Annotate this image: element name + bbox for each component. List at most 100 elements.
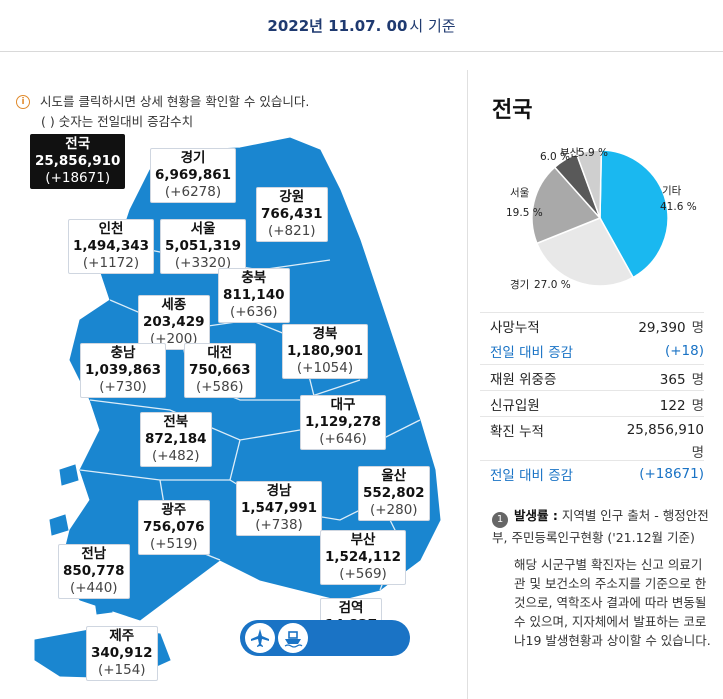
pie-pct: 27.0 % <box>534 279 571 291</box>
right-title: 전국 <box>492 98 533 123</box>
region-change: (+1172) <box>82 255 140 271</box>
confirmed-change-row: 전일 대비 증감 (+18671) <box>480 460 704 486</box>
pie-slice <box>535 217 635 287</box>
region-label[interactable]: 울산 552,802 (+280) <box>358 466 430 521</box>
pie-pct: 6.0 % <box>540 151 570 163</box>
region-label[interactable]: 인천 1,494,343 (+1172) <box>68 219 155 274</box>
region-value: 811,140 <box>223 287 285 303</box>
death-change-row: 전일 대비 증감 (+18) <box>490 343 704 361</box>
pie-pct: 41.6 % <box>660 201 697 213</box>
region-name: 제주 <box>109 628 135 644</box>
region-label[interactable]: 전국 25,856,910 (+18671) <box>30 134 126 189</box>
region-label[interactable]: 세종 203,429 (+200) <box>138 295 210 350</box>
region-label[interactable]: 제주 340,912 (+154) <box>86 626 158 681</box>
region-name: 세종 <box>161 297 187 313</box>
region-label[interactable]: 광주 756,076 (+519) <box>138 500 210 555</box>
region-change: (+646) <box>319 431 367 447</box>
region-label[interactable]: 경북 1,180,901 (+1054) <box>282 324 369 379</box>
region-name: 경북 <box>312 326 338 342</box>
airplane-icon[interactable] <box>245 623 275 653</box>
pie-label: 경기 <box>510 278 529 291</box>
travel-buttons <box>240 620 410 656</box>
region-label[interactable]: 대전 750,663 (+586) <box>184 343 256 398</box>
new-admission-row: 신규입원 122 명 <box>480 390 704 416</box>
pie-label: 서울 <box>510 187 530 199</box>
region-value: 1,547,991 <box>241 500 318 516</box>
region-label[interactable]: 경남 1,547,991 (+738) <box>236 481 323 536</box>
pie-slice <box>531 166 602 245</box>
region-value: 1,039,863 <box>85 362 162 378</box>
ship-icon[interactable] <box>278 623 308 653</box>
region-name: 경기 <box>180 150 206 166</box>
region-value: 6,969,861 <box>155 167 232 183</box>
region-label[interactable]: 충남 1,039,863 (+730) <box>80 343 167 398</box>
region-name: 울산 <box>381 468 407 484</box>
region-change: (+569) <box>339 566 387 582</box>
region-change: (+280) <box>369 502 418 518</box>
region-change: (+636) <box>229 304 278 320</box>
region-label[interactable]: 부산 1,524,112 (+569) <box>320 530 407 585</box>
region-change: (+3320) <box>174 255 232 271</box>
region-value: 766,431 <box>261 206 323 222</box>
death-row: 사망누적 29,390 명 <box>480 312 704 338</box>
region-label[interactable]: 서울 5,051,319 (+3320) <box>160 219 247 274</box>
region-change: (+586) <box>195 379 244 395</box>
region-change: (+730) <box>99 379 147 395</box>
region-value: 1,494,343 <box>73 238 150 254</box>
region-change: (+6278) <box>164 184 222 200</box>
info-line1: 시도를 클릭하시면 상세 현황을 확인할 수 있습니다. <box>40 94 310 109</box>
region-label[interactable]: 충북 811,140 (+636) <box>218 268 290 323</box>
region-name: 충북 <box>241 270 267 286</box>
note-panel: 1 발생률 : 지역별 인구 출처 - 행정안전부, 주민등록인구현황 ('21.… <box>492 506 712 650</box>
region-value: 850,778 <box>63 563 125 579</box>
region-label[interactable]: 대구 1,129,278 (+646) <box>300 395 387 450</box>
pie-label: 기타 <box>662 185 682 197</box>
region-value: 203,429 <box>143 314 205 330</box>
region-value: 552,802 <box>363 485 425 501</box>
region-change: (+1054) <box>296 360 354 376</box>
pie-pct: 5.9 % <box>578 147 608 159</box>
region-name: 전북 <box>163 414 189 430</box>
region-label[interactable]: 전남 850,778 (+440) <box>58 544 130 599</box>
region-value: 1,524,112 <box>325 549 402 565</box>
region-change: (+18671) <box>45 170 111 186</box>
note-text: 지역별 인구 출처 - 행정안전부, 주민등록인구현황 ('21.12월 기준) <box>492 508 709 545</box>
region-name: 대구 <box>330 397 356 413</box>
region-value: 1,129,278 <box>305 414 382 430</box>
info-line2: ( ) 숫자는 전일대비 증감수치 <box>41 114 194 129</box>
region-label[interactable]: 경기 6,969,861 (+6278) <box>150 148 237 203</box>
confirmed-row: 확진 누적 25,856,910 <box>480 416 704 442</box>
region-change: (+154) <box>97 662 146 678</box>
note-number: 1 <box>492 511 508 528</box>
info-icon: i <box>16 95 30 109</box>
region-change: (+738) <box>255 517 303 533</box>
region-name: 검역 <box>338 600 364 616</box>
note-paragraph: 해당 시군구별 확진자는 신고 의료기관 및 보건소의 주소지를 기준으로 한 … <box>514 556 711 648</box>
region-change: (+440) <box>69 580 118 596</box>
region-name: 전남 <box>81 546 107 562</box>
severe-row: 재원 위중증 365 명 <box>480 364 704 390</box>
info-panel: i 시도를 클릭하시면 상세 현황을 확인할 수 있습니다. ( ) 숫자는 전일… <box>16 92 309 132</box>
confirmed-unit-row: 명 <box>691 445 704 461</box>
region-name: 대전 <box>207 345 233 361</box>
pie-label: 부산 <box>560 147 580 159</box>
pie-slice <box>575 149 603 219</box>
region-name: 광주 <box>161 502 187 518</box>
pie-pct: 19.5 % <box>506 207 543 219</box>
page-header: 2022년 11.07. 00 시 기준 <box>0 0 723 52</box>
region-label[interactable]: 강원 766,431 (+821) <box>256 187 328 242</box>
pie-slice <box>599 149 669 279</box>
region-value: 340,912 <box>91 645 153 661</box>
header-date: 2022년 11.07. 00 <box>267 17 408 35</box>
region-label[interactable]: 전북 872,184 (+482) <box>140 412 212 467</box>
region-value: 756,076 <box>143 519 205 535</box>
region-name: 충남 <box>110 345 136 361</box>
region-change: (+482) <box>151 448 200 464</box>
note-title: 발생률 : <box>514 508 558 523</box>
region-value: 5,051,319 <box>165 238 242 254</box>
region-change: (+519) <box>149 536 198 552</box>
region-value: 750,663 <box>189 362 251 378</box>
region-value: 872,184 <box>145 431 207 447</box>
region-value: 1,180,901 <box>287 343 364 359</box>
region-name: 부산 <box>350 532 376 548</box>
